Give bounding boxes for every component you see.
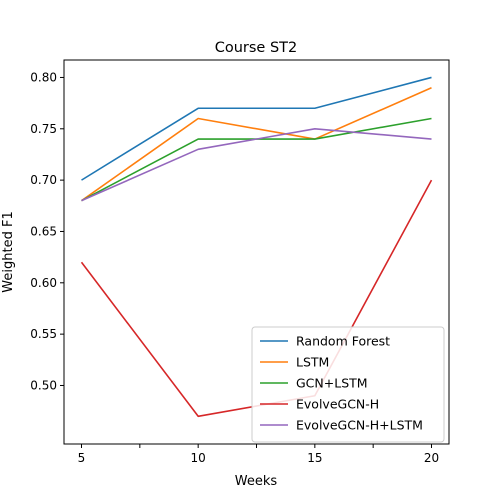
y-tick-label: 0.65 bbox=[30, 224, 57, 238]
x-tick-label: 20 bbox=[424, 451, 439, 465]
y-tick-label: 0.70 bbox=[30, 173, 57, 187]
x-axis-label: Weeks bbox=[235, 474, 278, 489]
series-line-random-forest bbox=[81, 76, 432, 181]
legend-label: GCN+LSTM bbox=[296, 376, 368, 391]
x-axis: 5 10 15 20 bbox=[78, 444, 439, 465]
legend-label: EvolveGCN-H+LSTM bbox=[296, 418, 423, 433]
y-axis-label: Weighted F1 bbox=[1, 211, 16, 292]
chart-title: Course ST2 bbox=[215, 40, 298, 56]
series-line-gcn-lstm bbox=[81, 117, 432, 202]
x-tick-label: 5 bbox=[78, 451, 86, 465]
series-line-lstm bbox=[81, 86, 432, 202]
y-tick-label: 0.60 bbox=[30, 276, 57, 290]
legend-label: LSTM bbox=[296, 355, 329, 370]
y-tick-label: 0.80 bbox=[30, 70, 57, 84]
y-tick-label: 0.75 bbox=[30, 122, 57, 136]
y-tick-label: 0.55 bbox=[30, 327, 57, 341]
x-tick-label: 10 bbox=[191, 451, 206, 465]
y-tick-label: 0.50 bbox=[30, 378, 57, 392]
legend-label: Random Forest bbox=[296, 334, 390, 349]
legend: Random Forest LSTM GCN+LSTM EvolveGCN-H Evol… bbox=[251, 326, 445, 443]
plot-frame bbox=[63, 59, 450, 445]
series-line-evolvegcn-h-lstm bbox=[81, 127, 432, 202]
legend-label: EvolveGCN-H bbox=[296, 397, 379, 412]
x-tick-label: 15 bbox=[307, 451, 322, 465]
y-axis: 0.50 0.55 0.60 0.65 0.70 0.75 0.80 bbox=[30, 70, 64, 392]
legend-box bbox=[251, 326, 445, 443]
